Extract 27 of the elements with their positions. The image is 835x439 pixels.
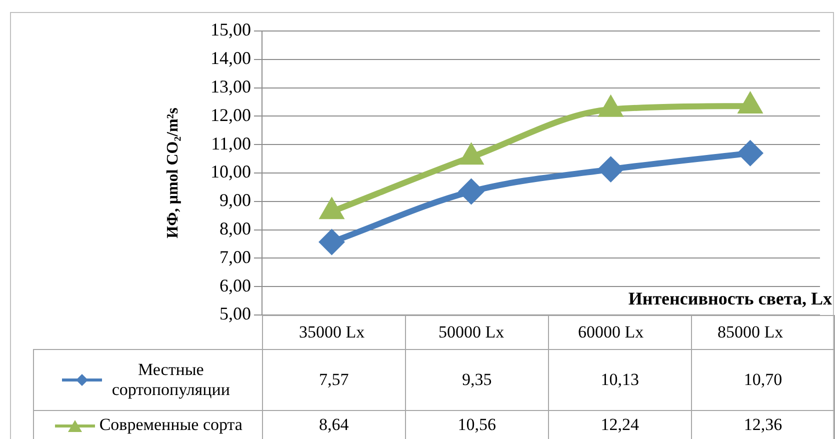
- x-tick-label: 85000 Lx: [717, 322, 784, 342]
- text: 10,56: [458, 415, 496, 434]
- text: 10,13: [600, 370, 640, 389]
- legend-label: Современные сорта: [99, 416, 242, 435]
- y-tick-label: 10,00: [210, 162, 251, 182]
- y-tick-label: 5,00: [220, 304, 251, 324]
- text: 10,70: [744, 370, 782, 389]
- y-tick-label: 7,00: [220, 246, 251, 267]
- y-tick-label: 11,00: [211, 133, 251, 154]
- text: 7,57: [318, 370, 349, 389]
- x-axis-title: Интенсивность света, Lx: [628, 288, 832, 309]
- y-tick-label: 15,00: [210, 20, 251, 40]
- y-tick-label: 13,00: [210, 76, 251, 97]
- y-tick-label: 12,00: [210, 104, 251, 125]
- y-tick-label: 6,00: [220, 275, 251, 296]
- text: 8,64: [318, 415, 349, 434]
- x-tick-label: 35000 Lx: [298, 322, 366, 342]
- x-tick-label: 60000 Lx: [578, 322, 644, 342]
- x-tick-label: 50000 Lx: [438, 322, 505, 342]
- text: 12,36: [744, 415, 782, 434]
- y-axis-title: ИФ, μmol CO₂/m²s: [164, 108, 182, 238]
- y-tick-label: 8,00: [220, 218, 251, 239]
- text: 9,35: [462, 370, 492, 389]
- text: 12,24: [600, 415, 640, 434]
- y-tick-label: 9,00: [220, 190, 251, 210]
- legend-label: Местные сортопопуляции: [110, 360, 231, 400]
- y-tick-label: 14,00: [210, 48, 251, 68]
